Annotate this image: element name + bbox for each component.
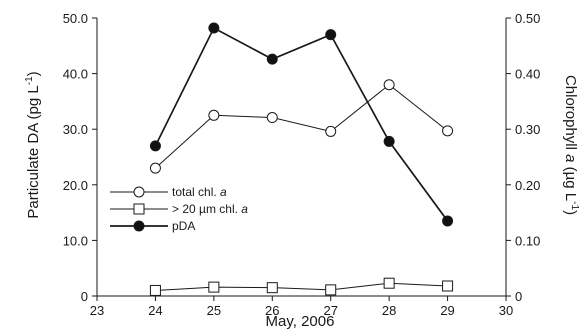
legend-marker <box>133 220 145 232</box>
right-tick-label: 0.40 <box>515 67 540 82</box>
right-tick-label: 0 <box>515 289 522 304</box>
data-point <box>383 135 395 147</box>
legend-label-italic: a <box>220 185 227 199</box>
left-tick-label: 30.0 <box>63 122 88 137</box>
left-axis-title-main: Particulate DA (pg L <box>25 85 42 218</box>
series-2 <box>149 22 454 227</box>
data-point <box>149 284 161 296</box>
data-point <box>325 125 337 137</box>
data-point <box>149 140 161 152</box>
right-axis-title-rest: (µg L <box>562 162 579 201</box>
right-axis-title: Chlorophyll a (µg L-1) <box>562 75 580 215</box>
left-axis-title-close: ) <box>25 71 42 76</box>
series-line <box>155 84 448 169</box>
data-point <box>208 109 220 121</box>
left-tick-label: 10.0 <box>63 233 88 248</box>
left-axis-title: Particulate DA (pg L-1) <box>24 71 42 218</box>
x-tick-label: 23 <box>90 303 104 318</box>
right-axis-title-close: ) <box>562 210 579 215</box>
legend-marker <box>133 203 145 215</box>
x-tick-label: 25 <box>207 303 221 318</box>
series-1 <box>149 277 454 296</box>
data-point <box>208 22 220 34</box>
legend-label-italic: a <box>241 202 248 216</box>
x-axis-title: May, 2006 <box>266 313 335 330</box>
axes: 23 24 25 26 27 28 29 30010.020.030.040.050.000.… <box>63 11 541 318</box>
x-tick-label: 28 <box>382 303 396 318</box>
data-point <box>266 53 278 65</box>
right-tick-label: 0.50 <box>515 11 540 26</box>
data-point <box>266 282 278 294</box>
legend-marker <box>133 186 145 198</box>
data-point <box>149 162 161 174</box>
legend-item-1: > 20 µm chl. a <box>110 202 248 216</box>
right-axis-title-main: Chlorophyll <box>562 75 579 154</box>
data-point <box>208 281 220 293</box>
series-layer <box>149 22 454 296</box>
data-point <box>266 112 278 124</box>
series-0 <box>149 79 454 174</box>
legend-label: pDA <box>172 219 195 233</box>
data-point <box>325 29 337 41</box>
series-line <box>154 26 449 222</box>
data-point <box>442 215 454 227</box>
left-tick-label: 50.0 <box>63 11 88 26</box>
left-tick-label: 20.0 <box>63 178 88 193</box>
legend-label: > 20 µm chl. a <box>172 202 248 216</box>
x-tick-label: 26 <box>265 303 279 318</box>
data-point <box>325 284 337 296</box>
right-axis-title-italic: a <box>562 154 579 162</box>
x-tick-label: 29 <box>440 303 454 318</box>
left-axis-title-sup: -1 <box>24 76 35 85</box>
x-tick-label: 24 <box>148 303 162 318</box>
left-tick-label: 0 <box>81 289 88 304</box>
legend-item-2: pDA <box>110 219 195 233</box>
data-point <box>383 277 395 289</box>
data-point <box>383 79 395 91</box>
x-tick-label: 27 <box>323 303 337 318</box>
series-line <box>155 282 448 291</box>
legend-label: total chl. a <box>172 185 227 199</box>
legend-label-text: > 20 µm chl. <box>172 202 241 216</box>
legend-item-0: total chl. a <box>110 185 227 199</box>
right-tick-label: 0.30 <box>515 122 540 137</box>
right-tick-label: 0.10 <box>515 233 540 248</box>
legend-label-text: pDA <box>172 219 195 233</box>
legend-label-text: total chl. <box>172 185 220 199</box>
data-point <box>442 125 454 137</box>
left-tick-label: 40.0 <box>63 67 88 82</box>
data-point <box>442 280 454 292</box>
x-tick-label: 30 <box>499 303 513 318</box>
right-tick-label: 0.20 <box>515 178 540 193</box>
right-axis-title-sup: -1 <box>569 201 580 210</box>
